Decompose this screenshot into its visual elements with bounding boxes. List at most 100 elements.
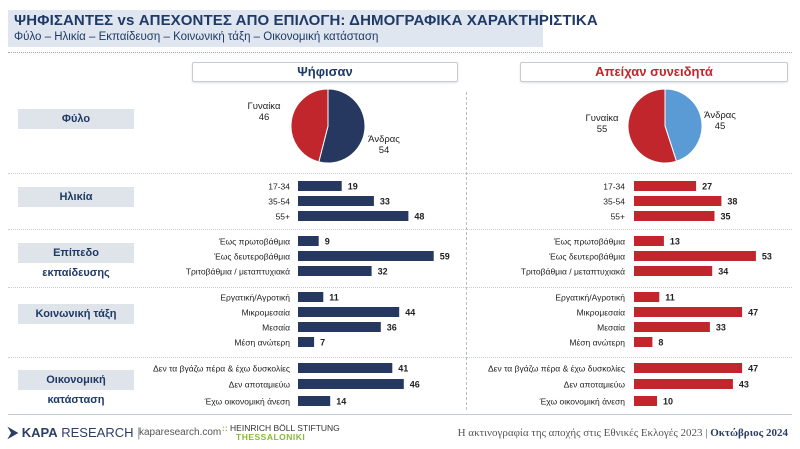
voted-bar	[298, 363, 393, 373]
pie-abstained-slice-woman	[627, 88, 678, 164]
source-date: Οκτώβριος 2024	[710, 427, 788, 439]
boll-logo: :: HEINRICH BÖLL STIFTUNG THESSALONIKI	[222, 424, 340, 442]
section-divider	[8, 173, 792, 174]
voted-bar-value: 46	[410, 380, 420, 390]
voted-bar-label: 55+	[276, 212, 290, 222]
abstained-bar-label: Έως δευτεροβάθμια	[548, 252, 625, 262]
category-social-class: Κοινωνική τάξη	[18, 304, 134, 324]
footer-source: Η ακτινογραφία της αποχής στις Εθνικές Ε…	[458, 427, 788, 439]
voted-bar-label: 17-34	[268, 182, 290, 192]
header-divider	[8, 52, 792, 53]
voted-bar-label: Έως δευτεροβάθμια	[213, 252, 290, 262]
abstained-bar-label: 17-34	[603, 182, 625, 192]
abstained-bar-value: 10	[663, 397, 673, 407]
abstained-bar-value: 35	[721, 212, 731, 222]
abstained-bar	[634, 181, 697, 191]
voted-bar-value: 48	[414, 212, 424, 222]
voted-bar-value: 19	[348, 182, 358, 192]
abstained-bar-value: 43	[739, 380, 749, 390]
abstained-bar	[634, 363, 743, 373]
voted-bar-value: 36	[387, 323, 397, 333]
voted-bar-label: Δεν τα βγάζω πέρα & έχω δυσκολίες	[153, 364, 290, 374]
voted-bar	[298, 181, 342, 191]
title-background	[8, 10, 543, 47]
abstained-bar-label: 35-54	[603, 197, 625, 207]
pie-label-text: Γυναίκα	[247, 101, 281, 112]
footer-divider	[8, 414, 792, 415]
abstained-bar	[634, 196, 722, 206]
voted-bar	[298, 266, 372, 276]
voted-bar-value: 33	[380, 197, 390, 207]
pie-label-value: 54	[378, 145, 390, 156]
section-divider	[8, 357, 792, 358]
abstained-bar	[634, 322, 710, 332]
abstained-bar-label: Μέση ανώτερη	[569, 338, 625, 348]
pie-label-man-abstained: Άνδρας 45	[694, 110, 746, 132]
pie-label-value: 46	[258, 112, 270, 123]
voted-bar-value: 9	[325, 237, 330, 247]
abstained-bar	[634, 251, 756, 261]
voted-bar	[298, 379, 404, 389]
voted-bar-label: 35-54	[268, 197, 290, 207]
voted-bar-value: 44	[405, 308, 415, 318]
voted-bar	[298, 337, 315, 347]
abstained-bar	[634, 266, 713, 276]
voted-bar-value: 59	[440, 252, 450, 262]
abstained-bar-label: Μικρομεσαία	[577, 308, 626, 318]
voted-bar-label: Μικρομεσαία	[242, 308, 291, 318]
voted-bar-value: 41	[398, 364, 408, 374]
abstained-bar-label: 55+	[611, 212, 625, 222]
abstained-bar-label: Τριτοβάθμια / μεταπτυχιακά	[521, 267, 625, 277]
category-gender: Φύλο	[18, 109, 134, 129]
abstained-bar-value: 34	[718, 267, 728, 277]
column-header-voted: Ψήφισαν	[192, 62, 458, 82]
abstained-bar	[634, 379, 733, 389]
abstained-bar	[634, 211, 715, 221]
voted-bar-label: Έως πρωτοβάθμια	[218, 237, 290, 247]
abstained-bar-value: 47	[748, 308, 758, 318]
abstained-bar	[634, 396, 657, 406]
brand-bold: KAPA	[21, 425, 58, 440]
voted-bar	[298, 236, 319, 246]
brand-separator: |	[137, 425, 141, 440]
pie-label-value: 45	[714, 121, 726, 132]
pie-voted-slice-woman	[290, 88, 329, 163]
voted-bar-label: Έχω οικονομική άνεση	[204, 397, 291, 407]
category-economic: Οικονομική κατάσταση	[18, 370, 134, 406]
voted-bar-label: Μέση ανώτερη	[234, 338, 290, 348]
abstained-bar-label: Δεν τα βγάζω πέρα & έχω δυσκολίες	[488, 364, 625, 374]
pie-label-value: 55	[596, 124, 608, 135]
category-age: Ηλικία	[18, 187, 134, 207]
voted-bar-label: Μεσαία	[262, 323, 290, 333]
source-text: Η ακτινογραφία της αποχής στις Εθνικές Ε…	[457, 427, 708, 439]
abstained-bar-value: 38	[727, 197, 737, 207]
section-divider	[8, 287, 792, 288]
pie-label-text: Άνδρας	[704, 110, 736, 121]
abstained-bar-value: 53	[762, 252, 772, 262]
abstained-bar-value: 8	[658, 338, 663, 348]
site-link[interactable]: kaparesearch.com	[139, 427, 222, 438]
abstained-bar-value: 33	[716, 323, 726, 333]
k-logo-icon: ⮞	[8, 424, 19, 440]
voted-bar-label: Δεν αποταμιεύω	[229, 380, 291, 390]
voted-bar-value: 11	[329, 293, 339, 303]
abstained-bar-value: 27	[702, 182, 712, 192]
abstained-bar-value: 47	[748, 364, 758, 374]
pie-voted-slice-man	[318, 88, 366, 164]
abstained-bar	[634, 337, 653, 347]
abstained-bar-label: Μεσαία	[597, 323, 625, 333]
section-divider	[8, 229, 792, 230]
partner-line1: HEINRICH BÖLL STIFTUNG	[230, 423, 340, 433]
voted-bar-label: Εργατική/Αγροτική	[220, 293, 290, 303]
category-education: Επίπεδο εκπαίδευσης	[18, 243, 134, 279]
abstained-bar-value: 11	[665, 293, 675, 303]
abstained-bar-label: Έχω οικονομική άνεση	[539, 397, 626, 407]
voted-bar-value: 14	[336, 397, 346, 407]
boll-dots-icon: ::	[222, 423, 228, 433]
panel-divider	[466, 92, 467, 410]
page-subtitle: Φύλο – Ηλικία – Εκπαίδευση – Κοινωνική τ…	[14, 31, 379, 43]
voted-bar-label: Τριτοβάθμια / μεταπτυχιακά	[186, 267, 290, 277]
pie-label-woman-abstained: Γυναίκα 55	[576, 113, 628, 135]
kapa-logo: ⮞ KAPA RESEARCH |	[8, 424, 141, 441]
voted-bar	[298, 251, 434, 261]
